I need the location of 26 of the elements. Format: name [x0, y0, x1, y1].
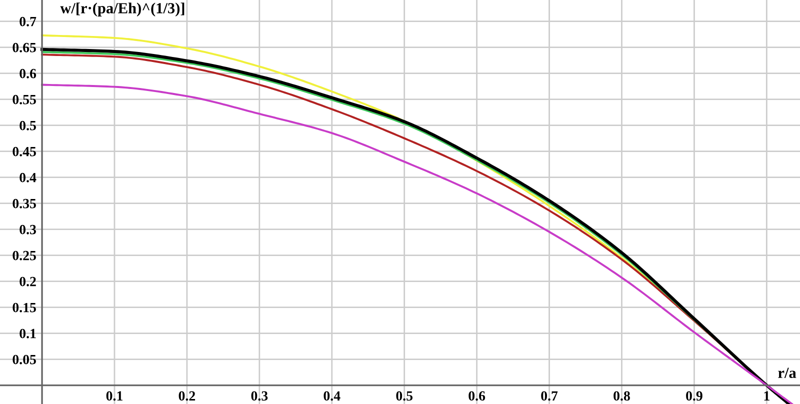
- x-tick-label: 0.7: [541, 391, 558, 401]
- y-tick-label: 0.45: [12, 146, 36, 156]
- x-tick-label: 0.5: [396, 391, 413, 401]
- y-tick-label: 0.65: [12, 42, 36, 52]
- y-tick-label: 0.25: [12, 250, 36, 260]
- x-tick-label: 0.2: [178, 391, 196, 401]
- x-axis-title: r/a: [778, 368, 796, 378]
- y-axis-title: w/[r·(pa/Eh)^(1/3)]: [60, 2, 184, 16]
- y-tick-label: 0.05: [12, 354, 36, 364]
- y-tick-label: 0.6: [20, 68, 36, 78]
- y-tick-label: 0.4: [20, 172, 36, 182]
- x-tick-label: 0.9: [686, 391, 702, 401]
- y-tick-label: 0.35: [12, 198, 36, 208]
- y-tick-label: 0.5: [20, 120, 36, 130]
- y-tick-label: 0.1: [20, 328, 36, 338]
- x-tick-label: 0.3: [251, 391, 268, 401]
- x-tick-label: 0.1: [106, 391, 122, 401]
- y-tick-label: 0.55: [12, 94, 36, 104]
- y-tick-label: 0.2: [20, 276, 36, 286]
- x-tick-label: 0.8: [614, 391, 630, 401]
- y-tick-label: 0.15: [12, 302, 36, 312]
- x-tick-label: 1: [764, 391, 770, 400]
- x-tick-label: 0.4: [324, 391, 340, 401]
- y-tick-label: 0.3: [20, 224, 36, 234]
- x-tick-label: 0.6: [468, 391, 486, 401]
- y-tick-label: 0.7: [20, 16, 36, 26]
